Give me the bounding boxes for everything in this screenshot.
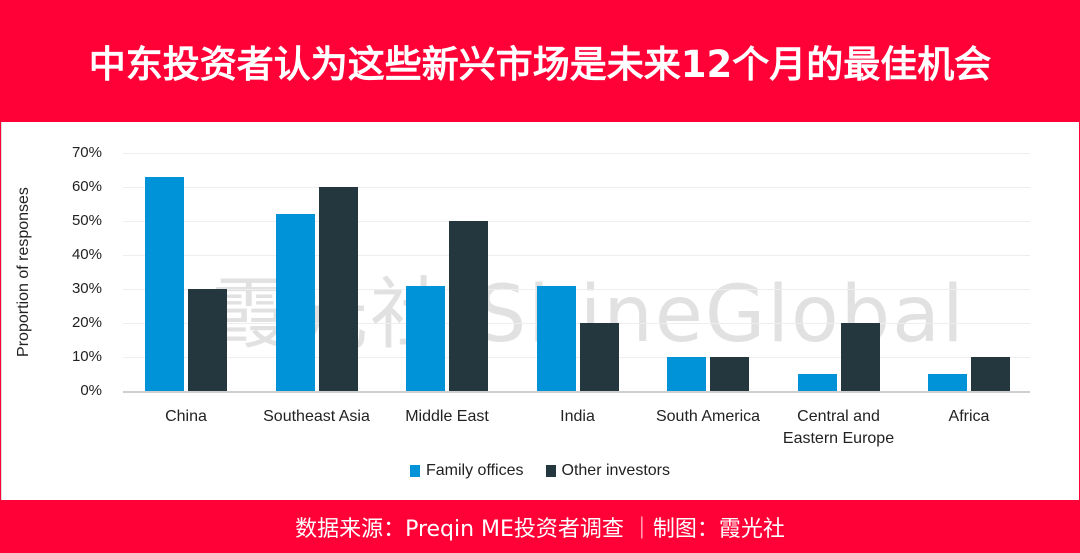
- bar-other-investors: [318, 187, 358, 391]
- gridline: [123, 357, 1030, 358]
- bar-other-investors: [710, 357, 749, 391]
- bar-family-offices: [536, 285, 576, 391]
- source-footer: 数据来源：Preqin ME投资者调查 ｜制图：霞光社: [0, 500, 1080, 553]
- gridline: [123, 255, 1030, 256]
- source-text: 数据来源：Preqin ME投资者调查 ｜制图：霞光社: [295, 516, 785, 542]
- legend-label: Family offices: [426, 462, 524, 479]
- bar-other-investors: [579, 323, 619, 391]
- bar-other-investors: [449, 221, 488, 391]
- y-tick-label: 50%: [71, 212, 102, 229]
- bar-family-offices: [145, 176, 184, 391]
- gridline: [123, 323, 1030, 324]
- y-tick-label: 70%: [71, 144, 102, 161]
- gridline: [123, 187, 1030, 188]
- x-category-label: Southeast Asia: [263, 408, 370, 425]
- x-category-label: India: [560, 408, 595, 425]
- bar-family-offices: [275, 214, 315, 391]
- y-axis-label: Proportion of responses: [15, 187, 32, 357]
- legend-item-family-offices: Family offices: [410, 462, 524, 480]
- y-tick-label: 60%: [71, 178, 102, 195]
- bar-family-offices: [797, 374, 837, 391]
- gridline: [123, 153, 1030, 154]
- x-category-label: China: [165, 408, 207, 425]
- legend-swatch-family-offices: [410, 465, 420, 477]
- bar-other-investors: [188, 289, 227, 391]
- x-category-label: South America: [655, 408, 761, 425]
- bar-family-offices: [667, 357, 706, 391]
- legend-item-other-investors: Other investors: [545, 462, 670, 480]
- y-tick-label: 30%: [71, 280, 102, 297]
- legend: Family offices Other investors: [0, 462, 1080, 480]
- legend-label: Other investors: [561, 462, 670, 479]
- bar-other-investors: [840, 323, 880, 391]
- y-tick-label: 20%: [71, 314, 102, 331]
- y-tick-label: 10%: [71, 348, 102, 365]
- gridline: [123, 289, 1030, 290]
- x-category-label: Middle East: [405, 408, 489, 425]
- x-category-label: Africa: [948, 408, 990, 425]
- gridline: [123, 221, 1030, 222]
- legend-swatch-other-investors: [545, 465, 556, 477]
- x-axis-line: [123, 391, 1030, 393]
- bar-family-offices: [928, 374, 967, 391]
- y-tick-label: 0%: [80, 382, 102, 399]
- y-tick-label: 40%: [71, 246, 102, 263]
- x-category-label: Central and Eastern Europe: [782, 408, 895, 447]
- bar-family-offices: [406, 285, 445, 391]
- chart-title: 中东投资者认为这些新兴市场是未来12个月的最佳机会: [88, 43, 992, 86]
- bar-other-investors: [971, 357, 1010, 391]
- title-banner: 中东投资者认为这些新兴市场是未来12个月的最佳机会: [0, 0, 1080, 122]
